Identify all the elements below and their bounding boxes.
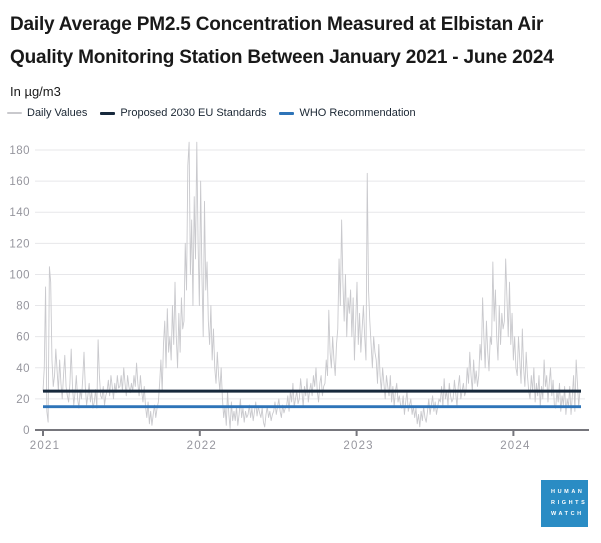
legend-label-who-recommendation: WHO Recommendation (299, 107, 416, 119)
svg-text:60: 60 (16, 332, 30, 344)
svg-text:2022: 2022 (187, 440, 217, 452)
x-axis-labels: 2021 2022 2023 2024 (30, 440, 530, 452)
x-axis (35, 429, 589, 436)
svg-text:0: 0 (23, 425, 30, 437)
svg-text:2023: 2023 (343, 440, 373, 452)
logo-line-watch: WATCH (551, 511, 584, 517)
svg-text:180: 180 (9, 145, 30, 157)
legend-label-eu-standards: Proposed 2030 EU Standards (120, 107, 267, 119)
logo-line-rights: RIGHTS (551, 500, 588, 506)
svg-text:80: 80 (16, 301, 30, 313)
gridlines (35, 149, 585, 400)
svg-text:20: 20 (16, 394, 30, 406)
logo-line-human: HUMAN (551, 489, 585, 495)
legend-item-who-recommendation: WHO Recommendation (279, 107, 416, 119)
svg-text:140: 140 (9, 207, 30, 219)
legend-item-daily-values: Daily Values (7, 107, 87, 119)
who-recommendation-swatch-icon (279, 111, 295, 115)
human-rights-watch-logo: HUMAN RIGHTS WATCH (541, 480, 588, 527)
daily-values-series (42, 141, 581, 429)
legend: Daily Values Proposed 2030 EU Standards … (7, 107, 416, 119)
svg-text:2021: 2021 (30, 440, 60, 452)
svg-text:100: 100 (9, 269, 30, 281)
legend-item-eu-standards: Proposed 2030 EU Standards (100, 107, 266, 119)
eu-standards-swatch-icon (100, 111, 116, 115)
legend-label-daily-values: Daily Values (27, 107, 88, 119)
svg-text:120: 120 (9, 238, 30, 250)
svg-text:40: 40 (16, 363, 30, 375)
y-axis-labels: 0 20 40 60 80 100 120 140 160 180 (9, 145, 30, 437)
chart-title: Daily Average PM2.5 Concentration Measur… (10, 14, 554, 68)
svg-text:160: 160 (9, 176, 30, 188)
daily-values-swatch-icon (7, 112, 22, 114)
chart-subtitle-units: In µg/m3 (10, 84, 61, 99)
svg-text:2024: 2024 (500, 440, 530, 452)
